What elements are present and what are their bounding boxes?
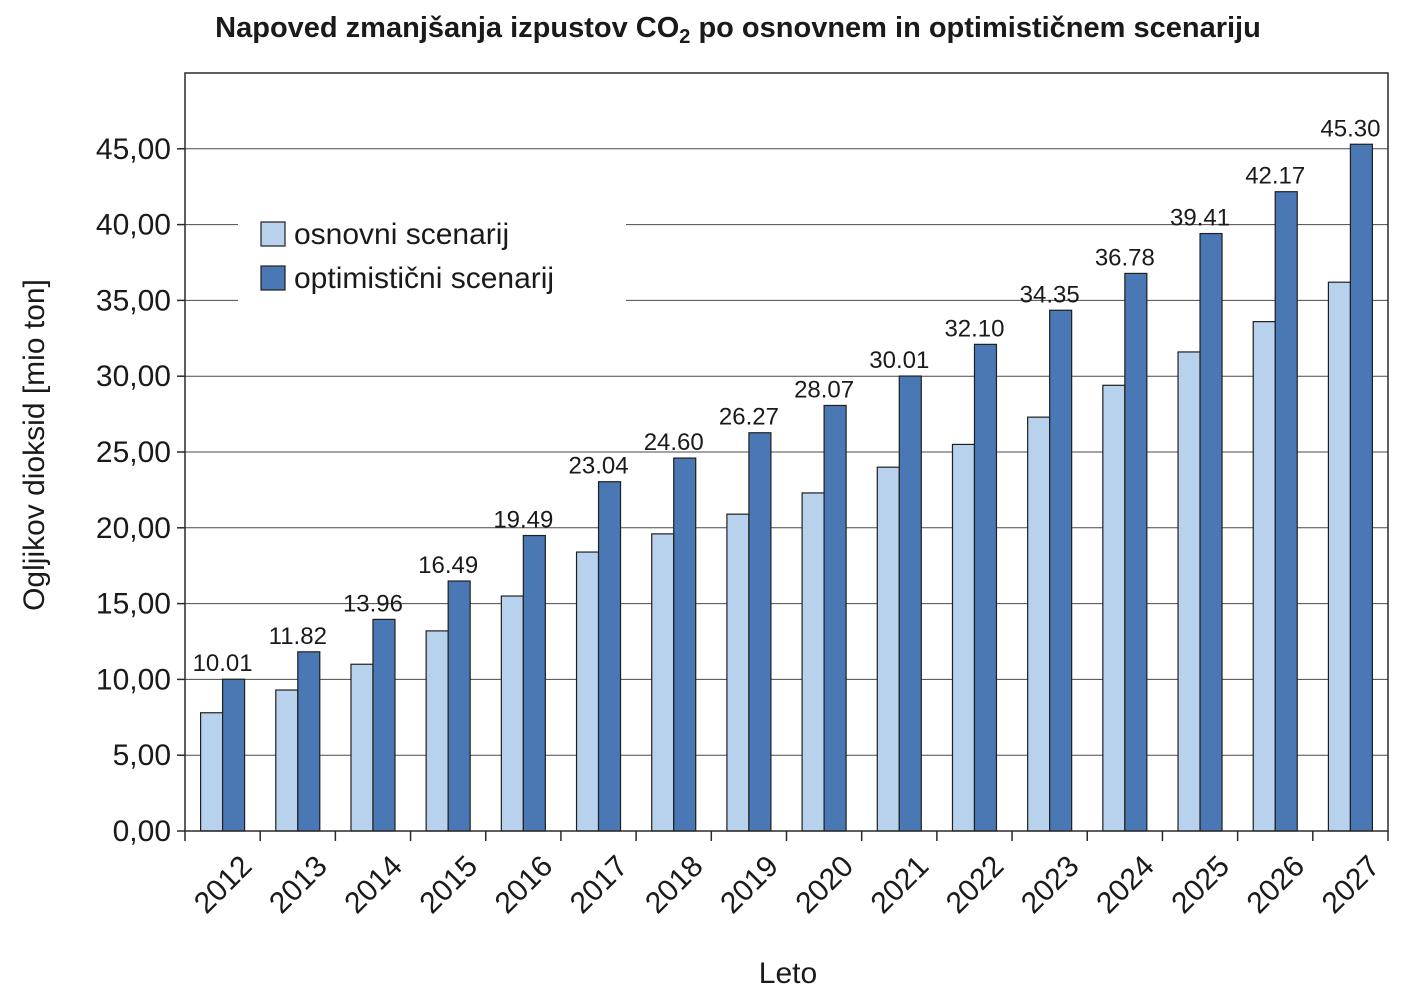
bar-osnovni-2021 [876,466,900,832]
bar-osnovni-2012 [199,712,224,832]
x-tick-label-2024: 2024 [1090,850,1161,921]
y-tick-label: 35,00 [96,284,171,317]
x-tick-label-2014: 2014 [338,850,409,921]
bar-osnovni-2017 [575,551,600,832]
bar-osnovni-2013 [275,689,299,832]
y-tick-label: 20,00 [96,512,171,545]
bars [199,143,1374,832]
x-tick-label-2026: 2026 [1241,850,1312,921]
chart-title: Napoved zmanjšanja izpustov CO2 po osnov… [215,12,1261,48]
legend-swatch-osnovni [260,221,286,247]
chart-title-rest: po osnovnem in optimističnem scenariju [690,12,1260,44]
bar-osnovni-2020 [801,492,825,832]
legend: osnovni scenarij optimistični scenarij [238,200,626,306]
data-label-2017: 23.04 [569,453,629,480]
x-tick-label-2019: 2019 [714,850,785,921]
y-tick-label: 0,00 [113,815,171,848]
bar-optimisticni-2013 [297,651,321,832]
chart-title-subscript: 2 [679,26,690,48]
y-tick-label: 40,00 [96,209,171,242]
legend-label-optimisticni: optimistični scenarij [294,262,554,295]
x-tick-label-2017: 2017 [564,850,635,921]
bar-osnovni-2022 [951,443,976,832]
y-tick-label: 25,00 [96,436,171,469]
x-tick-label-2015: 2015 [414,850,485,921]
x-tick-label-2022: 2022 [940,850,1011,921]
bar-optimisticni-2014 [372,618,396,832]
data-labels: 10.01 11.82 13.96 16.49 19.49 23.04 24.60 26.27… [193,115,1381,677]
x-tick-label-2027: 2027 [1316,850,1387,921]
x-tick-label-2021: 2021 [865,850,936,921]
data-label-2021: 30.01 [869,347,929,374]
bar-optimisticni-2012 [221,678,246,832]
data-label-2026: 42.17 [1245,163,1305,190]
bar-osnovni-2026 [1252,321,1276,832]
data-label-2019: 26.27 [719,404,779,431]
y-axis-title: Ogljikov dioksid [mio ton] [18,279,51,611]
data-label-2027: 45.30 [1320,115,1380,142]
bar-osnovni-2018 [651,533,675,832]
bar-optimisticni-2026 [1274,191,1298,832]
bar-optimisticni-2024 [1124,272,1148,832]
bar-osnovni-2025 [1177,351,1201,832]
legend-swatch-optimisticni [260,265,286,291]
x-tick-label-2018: 2018 [639,850,710,921]
x-tick-label-2016: 2016 [489,850,560,921]
y-tick-label: 15,00 [96,588,171,621]
bar-optimisticni-2019 [748,432,772,832]
x-axis-ticks: 2012 2013 2014 2015 2016 2017 2018 2019 2020 2021… [184,831,1389,921]
data-label-2016: 19.49 [493,507,553,534]
bar-osnovni-2027 [1327,281,1352,832]
legend-label-osnovni: osnovni scenarij [294,218,509,251]
bar-optimisticni-2018 [673,457,697,832]
x-tick-label-2020: 2020 [789,850,860,921]
legend-background [238,200,626,306]
bar-osnovni-2014 [350,663,374,832]
data-label-2024: 36.78 [1095,244,1155,271]
bar-osnovni-2024 [1102,384,1126,832]
bar-osnovni-2016 [500,595,524,832]
data-label-2014: 13.96 [343,590,403,617]
data-label-2020: 28.07 [794,376,854,403]
bar-optimisticni-2020 [823,404,847,832]
bar-optimisticni-2017 [597,481,622,832]
data-label-2013: 11.82 [269,623,327,650]
x-tick-label-2013: 2013 [263,850,334,921]
chart-title-main: Napoved zmanjšanja izpustov CO [215,12,679,44]
y-tick-label: 30,00 [96,360,171,393]
bar-optimisticni-2022 [973,343,998,832]
data-label-2022: 32.10 [944,315,1004,342]
data-label-2018: 24.60 [644,429,704,456]
data-label-2015: 16.49 [418,552,478,579]
x-axis-title: Leto [759,957,817,990]
data-label-2012: 10.01 [193,650,253,677]
bar-optimisticni-2025 [1199,232,1223,832]
y-tick-label: 45,00 [96,133,171,166]
bar-osnovni-2023 [1027,416,1051,832]
bar-optimisticni-2021 [898,375,922,832]
data-label-2023: 34.35 [1020,281,1080,308]
y-axis-ticks: 0,00 5,00 10,00 15,00 20,00 25,00 30,00 35,00 40… [96,133,185,848]
y-tick-label: 10,00 [96,663,171,696]
bar-optimisticni-2016 [522,534,546,832]
bar-osnovni-2015 [425,630,449,832]
bar-optimisticni-2023 [1049,309,1073,832]
bar-optimisticni-2027 [1349,143,1374,832]
bar-optimisticni-2015 [447,580,471,832]
data-label-2025: 39.41 [1170,205,1230,232]
bar-osnovni-2019 [726,513,750,832]
y-tick-label: 5,00 [113,739,171,772]
x-tick-label-2025: 2025 [1165,850,1236,921]
x-tick-label-2023: 2023 [1015,850,1086,921]
x-tick-label-2012: 2012 [188,850,259,921]
